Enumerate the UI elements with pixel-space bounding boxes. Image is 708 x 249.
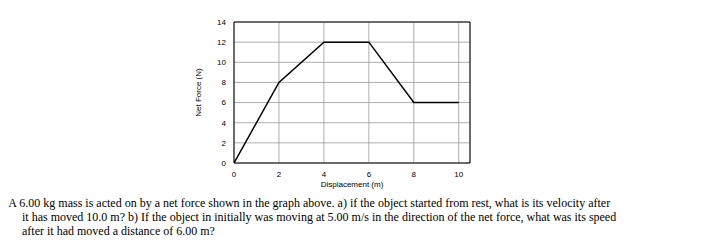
- svg-text:0: 0: [232, 170, 237, 179]
- svg-text:12: 12: [217, 38, 226, 47]
- svg-text:8: 8: [412, 170, 417, 179]
- svg-text:0: 0: [222, 159, 227, 168]
- svg-text:Displacement (m): Displacement (m): [321, 180, 384, 189]
- svg-text:6: 6: [222, 98, 227, 107]
- html-text:it has moved 10.0 m? b) If the: it has moved 10.0 m? b) If the object in…: [22, 210, 617, 224]
- svg-text:8: 8: [222, 78, 227, 87]
- svg-text:2: 2: [222, 139, 227, 148]
- svg-text:10: 10: [454, 170, 463, 179]
- svg-text:4: 4: [322, 170, 327, 179]
- svg-text:2: 2: [277, 170, 282, 179]
- svg-text:6: 6: [367, 170, 372, 179]
- svg-text:14: 14: [217, 18, 226, 27]
- svg-text:4: 4: [222, 119, 227, 128]
- svg-text:Net Force (N): Net Force (N): [194, 68, 203, 117]
- html-text:after it had moved a distance: after it had moved a distance of 6.00 m?: [22, 224, 215, 238]
- svg-text:10: 10: [217, 58, 226, 67]
